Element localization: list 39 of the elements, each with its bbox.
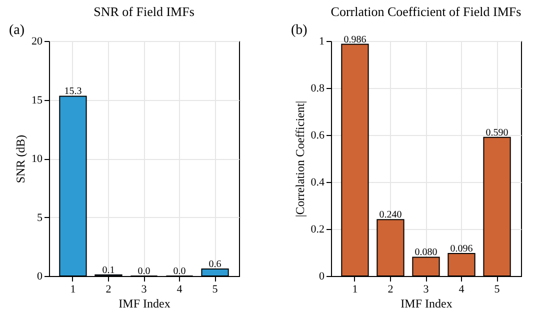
y-axis-title: SNR (dB) [14,134,28,184]
data-label: 0.0 [138,266,150,277]
x-tick-label: 4 [458,284,465,296]
x-tick-label: 1 [70,284,76,296]
x-tick-label: 3 [141,284,148,296]
y-tick-label: 0 [319,270,325,282]
data-label: 0.096 [450,243,473,254]
chart-title: SNR of Field IMFs [94,4,194,19]
data-label: 0.590 [486,127,508,138]
x-tick-label: 5 [212,284,218,296]
x-axis-title: IMF Index [400,296,452,310]
data-label: 0.080 [414,247,438,258]
x-tick-label: 5 [494,284,500,296]
y-tick-label: 0 [37,270,43,282]
text: (a) [9,23,25,38]
data-label: 0.986 [344,34,366,46]
y-tick-label: 0.4 [310,176,325,188]
y-tick-label: 0.8 [310,82,325,94]
y-tick-label: 10 [32,153,43,165]
x-tick-label: 3 [423,284,430,296]
data-label: 0.1 [102,264,115,276]
x-tick-label: 4 [176,284,183,296]
y-tick-label: 5 [37,212,43,224]
data-label: 0.6 [208,258,222,270]
y-tick-label: 1 [319,36,324,48]
x-tick-label: 2 [106,284,112,296]
data-label: 0.0 [173,266,186,277]
x-axis-title: IMF Index [118,296,170,310]
chart-title: Corrlation Coefficient of Field IMFs [330,4,522,19]
x-tick-label: 1 [352,284,358,296]
y-tick-label: 20 [32,36,43,48]
y-tick-label: 0.2 [310,224,324,236]
y-tick-label: 15 [32,94,43,106]
data-label: 15.3 [64,86,82,98]
y-axis-title: |Correlation Coefficient| [292,100,307,218]
text: (b) [291,23,308,38]
data-label: 0.240 [379,210,402,221]
y-tick-label: 0.6 [310,130,325,142]
x-tick-label: 2 [388,284,394,296]
